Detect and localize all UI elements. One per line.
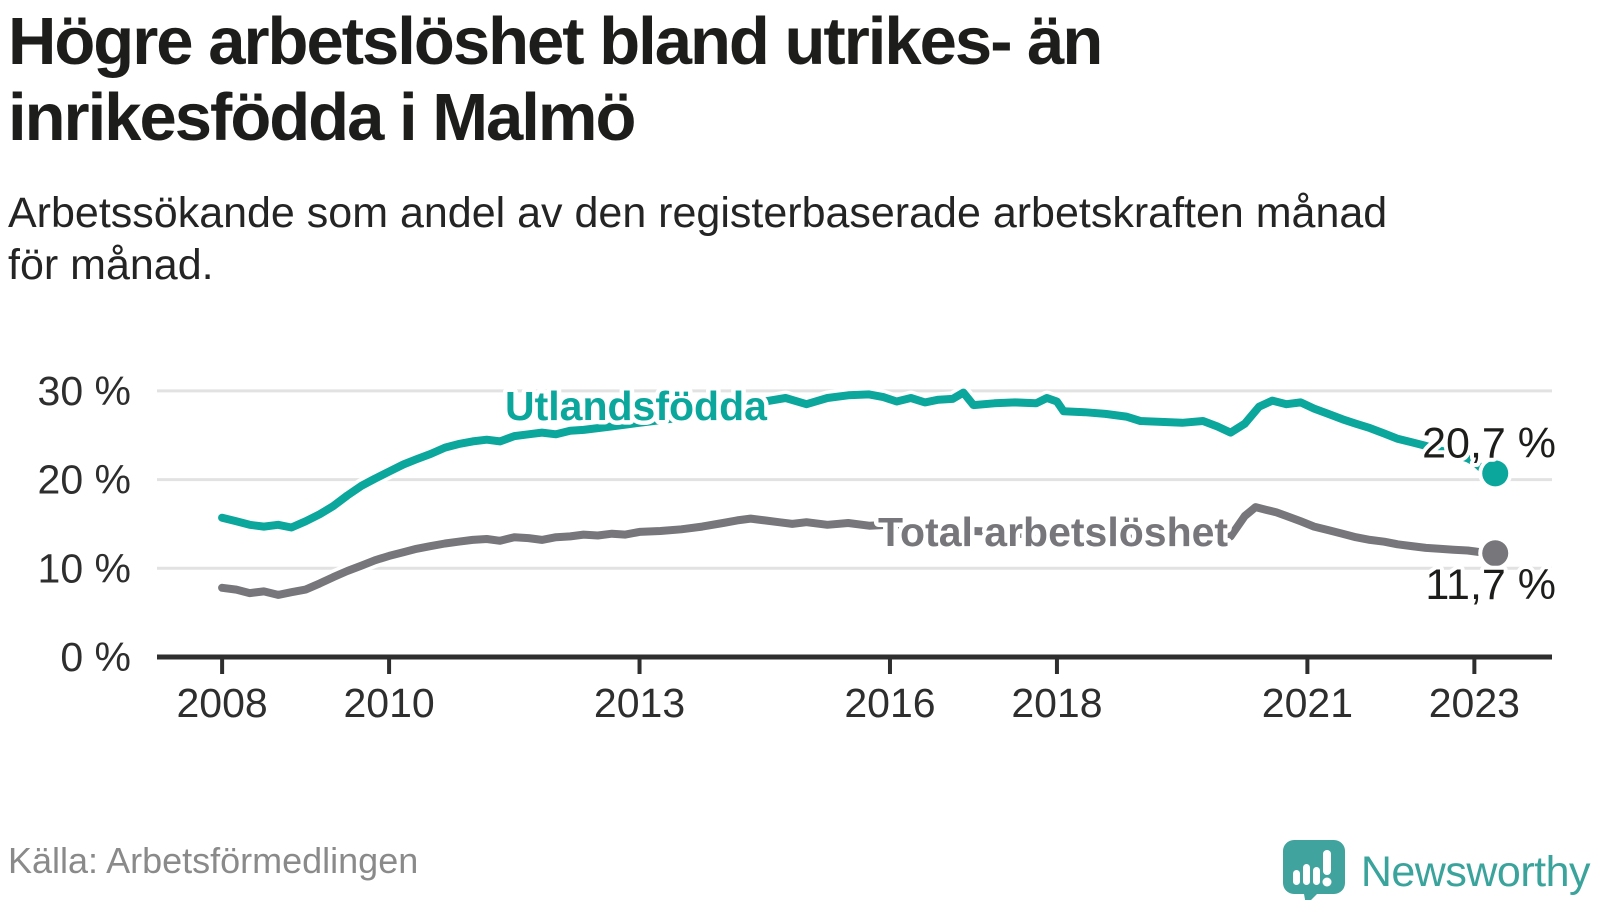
page-title: Högre arbetslöshet bland utrikes- än inr… [8, 4, 1103, 155]
logo-exclamation-bar [1322, 850, 1331, 875]
y-tick-label: 30 % [38, 368, 131, 414]
series-line-0 [218, 388, 1500, 532]
title-line-2: inrikesfödda i Malmö [8, 79, 636, 155]
title-line-1: Högre arbetslöshet bland utrikes- än [8, 4, 1103, 79]
logo-exclamation-dot [1322, 877, 1332, 887]
logo-bar-1 [1292, 870, 1300, 885]
x-tick-label: 2023 [1429, 680, 1520, 726]
end-dot-1 [1482, 540, 1509, 567]
brand-wordmark: Newsworthy [1360, 847, 1591, 896]
x-tick-label: 2013 [594, 680, 685, 726]
end-value-label-0: 20,7 % [1422, 419, 1556, 467]
subtitle-line-1: Arbetssökande som andel av den registerb… [8, 189, 1388, 237]
series-label-1: Total arbetslöshet [878, 509, 1228, 555]
x-tick-label: 2008 [177, 680, 268, 726]
logo-bar-3 [1312, 867, 1320, 885]
subtitle-line-2: för månad. [8, 240, 214, 289]
x-tick-label: 2018 [1011, 680, 1102, 726]
y-tick-label: 0 % [60, 634, 131, 680]
newsworthy-logo-icon [1282, 840, 1345, 900]
y-tick-label: 10 % [38, 545, 131, 591]
series-label-0: Utlandsfödda [505, 383, 768, 429]
x-tick-label: 2016 [844, 680, 935, 726]
end-value-label-1: 11,7 % [1425, 561, 1556, 609]
chart-subtitle: Arbetssökande som andel av den registerb… [8, 188, 1387, 291]
series-line-1 [218, 503, 1500, 599]
x-tick-label: 2021 [1262, 680, 1353, 726]
x-tick-label: 2010 [343, 680, 434, 726]
end-dot-0 [1482, 460, 1509, 487]
brand-lockup: Newsworthy [1281, 838, 1591, 900]
source-note: Källa: Arbetsförmedlingen [8, 840, 419, 881]
logo-bar-2 [1302, 864, 1310, 885]
y-tick-label: 20 % [38, 457, 131, 503]
